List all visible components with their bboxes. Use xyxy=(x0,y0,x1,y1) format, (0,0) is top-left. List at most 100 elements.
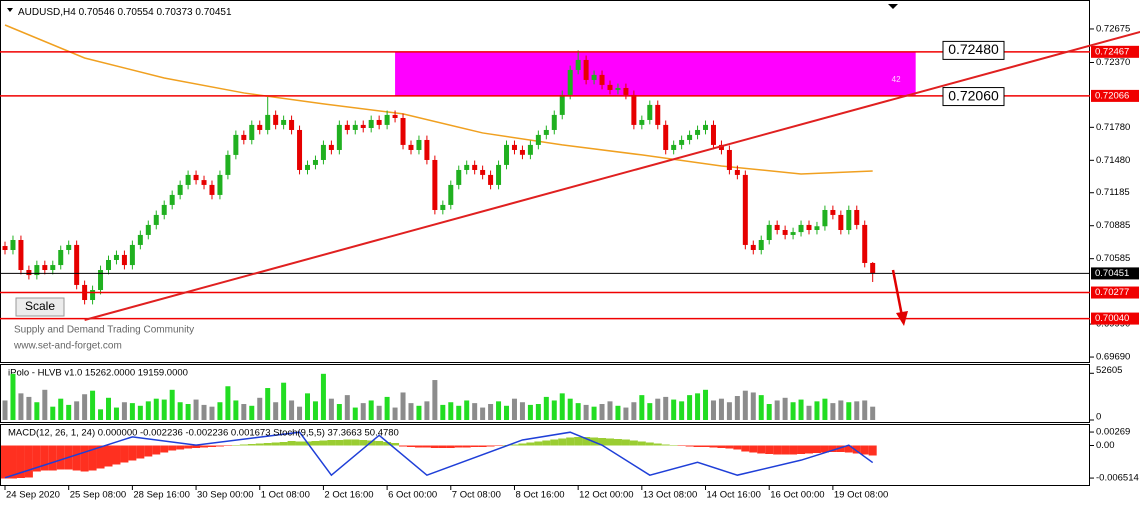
x-tick-label: 28 Sep 16:00 xyxy=(133,490,190,501)
trend-line xyxy=(84,30,1140,321)
macd-bar xyxy=(223,445,232,446)
arrow-head xyxy=(896,311,908,326)
macd-bar xyxy=(391,443,400,446)
candle-body xyxy=(511,144,517,150)
volume-bar xyxy=(376,405,382,420)
volume-bar xyxy=(575,403,581,420)
volume-bar xyxy=(129,403,135,420)
volume-bar xyxy=(392,407,398,420)
y-tick-label: 0.00269 xyxy=(1096,427,1130,438)
candle-body xyxy=(496,164,502,185)
candle-body xyxy=(440,204,446,210)
macd-bar xyxy=(741,445,750,452)
level-tag xyxy=(1091,89,1139,102)
macd-bar xyxy=(438,445,447,448)
volume-bar xyxy=(352,407,358,420)
candle-body xyxy=(830,209,836,215)
volume-bar xyxy=(679,401,685,420)
candle-body xyxy=(822,209,828,227)
volume-bar xyxy=(726,402,732,420)
candle-body xyxy=(718,144,724,150)
macd-bar xyxy=(645,442,654,446)
volume-bar xyxy=(448,402,454,420)
candle-body xyxy=(344,124,350,130)
volume-bar xyxy=(281,382,287,420)
macd-bar xyxy=(749,445,758,453)
volume-bar xyxy=(814,401,820,420)
macd-bar xyxy=(152,445,161,455)
volume-bar xyxy=(623,407,629,420)
x-tick-label: 7 Oct 08:00 xyxy=(452,490,501,501)
candle-body xyxy=(607,84,613,90)
macd-bar xyxy=(613,439,622,446)
level-tag xyxy=(1091,312,1139,325)
candle-body xyxy=(137,234,143,245)
y-tick-label: 0.71185 xyxy=(1096,187,1130,198)
macd-bar xyxy=(88,445,97,471)
volume-bar xyxy=(854,401,860,420)
macd-bar xyxy=(733,445,742,450)
x-tick-label: 30 Sep 00:00 xyxy=(197,490,254,501)
candle-body xyxy=(2,246,8,250)
volume-bar xyxy=(34,402,40,420)
candle-body xyxy=(766,224,772,240)
y-tick-label: 0.70585 xyxy=(1096,253,1130,264)
macd-bar xyxy=(247,444,256,446)
volume-bar xyxy=(265,388,271,420)
candle-body xyxy=(599,74,605,85)
shift-marker xyxy=(888,4,898,9)
volume-bar xyxy=(695,393,701,420)
y-tick-label: 0 xyxy=(1096,412,1101,423)
scale-button-label[interactable]: Scale xyxy=(25,299,55,313)
macd-bar xyxy=(693,445,702,447)
volume-bar xyxy=(82,394,88,420)
candle-body xyxy=(806,224,812,230)
x-tick-label: 6 Oct 00:00 xyxy=(388,490,437,501)
macd-bar xyxy=(160,445,169,453)
macd-bar xyxy=(677,445,686,446)
volume-bar xyxy=(297,406,303,420)
candle-body xyxy=(392,114,398,118)
macd-bar xyxy=(104,445,113,467)
candle-body xyxy=(249,124,255,140)
macd-bar xyxy=(40,445,49,471)
candle-body xyxy=(129,244,135,266)
volume-bar xyxy=(305,393,311,420)
candle-body xyxy=(153,214,159,225)
candle-body xyxy=(623,87,629,95)
candle-body xyxy=(360,124,366,128)
volume-bar xyxy=(687,395,693,420)
y-tick-label: -0.006514 xyxy=(1096,473,1139,484)
volume-bar xyxy=(320,373,326,420)
volume-bar xyxy=(830,403,836,420)
candle-body xyxy=(384,114,390,125)
stochastic-line xyxy=(4,431,874,479)
volume-bar xyxy=(50,406,56,420)
volume-bar xyxy=(209,406,215,420)
candle-body xyxy=(695,129,701,135)
scale-button[interactable] xyxy=(15,297,65,317)
volume-bar xyxy=(336,404,342,420)
current-price-tag xyxy=(1091,267,1139,280)
macd-bar xyxy=(661,444,670,446)
volume-bar xyxy=(718,398,724,420)
candle-body xyxy=(320,144,326,160)
candle-body xyxy=(480,169,486,175)
macd-bar xyxy=(812,445,821,453)
volume-bar xyxy=(10,373,16,420)
macd-bar xyxy=(860,445,869,455)
macd-bar xyxy=(207,445,216,447)
candle-body xyxy=(289,119,295,130)
level-tag-label: 0.70040 xyxy=(1095,313,1129,324)
candle-body xyxy=(814,226,820,230)
macd-bar xyxy=(215,445,224,447)
candle-body xyxy=(543,129,549,135)
volume-bar xyxy=(440,404,446,420)
menu-triangle[interactable] xyxy=(7,8,13,12)
macd-bar xyxy=(629,440,638,446)
candle-body xyxy=(312,159,318,165)
volume-bar xyxy=(750,392,756,420)
volume-bar xyxy=(559,393,565,420)
